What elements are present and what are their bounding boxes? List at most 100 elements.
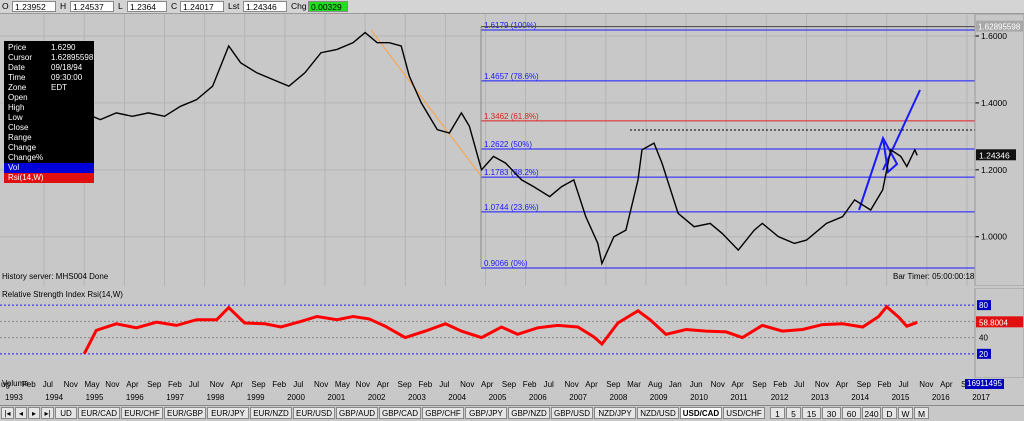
month-tick-label: Nov [815,380,829,389]
symbol-tab[interactable]: GBP/AUD [336,407,378,419]
timeframe-button[interactable]: 15 [802,407,821,419]
data-window-row: Low [8,113,94,123]
month-tick-label: Nov [565,380,579,389]
data-window-value: EDT [51,83,67,92]
symbol-tab[interactable]: EUR/JPY [207,407,249,419]
year-tick-label: 2011 [730,393,748,402]
data-window-label: Date [8,63,25,72]
fibonacci-levels: 1.6179 (100%) 1.4657 (78.6%) 1.3462 (61.8%… [481,21,975,269]
timeframe-button[interactable]: 1 [770,407,785,419]
volume-value: 16911495 [965,379,1004,389]
month-tick-label: Feb [773,380,787,389]
month-tick-label: Nov [711,380,725,389]
scroll-first-button[interactable]: |◂ [1,407,14,419]
year-tick-label: 2002 [368,393,386,402]
data-window-vol: Vol [4,163,94,173]
fib-level-label: 1.1783 (38.2%) [484,168,539,177]
data-window-row: Open [8,93,94,103]
month-tick-label: May [85,380,100,389]
timeframe-button[interactable]: 30 [822,407,841,419]
data-window-label: Close [8,123,29,132]
year-tick-label: 1999 [247,393,265,402]
month-tick-label: Jul [794,380,804,389]
bar-timer: Bar Timer: 05:00:00:18 [893,272,975,281]
price-chart-background [0,14,1024,286]
data-window-row: Cursor 1.62895598 [8,53,94,63]
symbol-tab[interactable]: USD/CHF [723,407,765,419]
year-tick-label: 1994 [45,393,63,402]
month-tick-label: Feb [168,380,182,389]
symbol-tab[interactable]: EUR/CAD [78,407,120,419]
symbol-tab[interactable]: EUR/USD [293,407,335,419]
symbol-tab[interactable]: USD/CAD [680,407,722,419]
symbol-tab[interactable]: EUR/NZD [250,407,292,419]
timeframe-button[interactable]: W [898,407,913,419]
price-axis: 1.6000 1.4000 1.2000 1.0000 1.62895598 1.2434… [975,20,1023,242]
symbol-tab[interactable]: GBP/CHF [422,407,464,419]
data-window-label: Time [8,73,26,82]
rsi-grid [0,304,975,355]
data-window-row: Date 09/18/94 [8,63,94,73]
month-tick-label: Jul [544,380,554,389]
year-tick-label: 2016 [932,393,950,402]
fib-level-label: 0.9066 (0%) [484,259,528,268]
month-tick-label: Nov [460,380,474,389]
timeframe-button[interactable]: 60 [842,407,861,419]
month-tick-label: Sep [752,380,767,389]
month-tick-label: Feb [22,380,36,389]
year-tick-label: 2014 [851,393,869,402]
year-tick-label: 2003 [408,393,426,402]
month-tick-label: Feb [523,380,537,389]
y-tick-label: 1.0000 [981,232,1007,242]
data-window-value: 09/18/94 [51,63,83,72]
data-window-row: Range [8,133,94,143]
time-axis: ug Feb Jul Nov May Nov Apr Sep Feb Jul Nov Apr Sep Fe… [0,378,1024,404]
data-window-label: Price [8,43,27,52]
symbol-tab[interactable]: GBP/NZD [508,407,550,419]
price-series-line [71,31,918,266]
month-tick-label: Nov [210,380,224,389]
month-tick-label: Apr [481,380,494,389]
symbol-tab[interactable]: EUR/CHF [121,407,163,419]
month-tick-label: Jul [439,380,449,389]
scroll-prev-button[interactable]: ◂ [15,407,27,419]
rsi-axis-border [974,288,1024,378]
trend-annotations [370,27,975,267]
rsi-title: Relative Strength Index Rsi(14,W) [2,290,123,299]
scroll-last-button[interactable]: ▸| [41,407,54,419]
data-window-label: Change [8,143,37,152]
symbol-tab[interactable]: EUR/GBP [164,407,206,419]
year-tick-label: 2001 [327,393,345,402]
fib-level-label: 1.0744 (23.6%) [484,203,539,212]
symbol-tab[interactable]: UD [55,407,77,419]
symbol-tab[interactable]: GBP/JPY [465,407,507,419]
data-window-value: 1.62895598 [51,53,94,62]
y-tick-label: 1.6000 [981,31,1007,41]
year-tick-label: 1998 [207,393,225,402]
symbol-tab[interactable]: GBP/CAD [379,407,421,419]
data-window-label: Zone [8,83,27,92]
close-label: C [171,1,178,11]
timeframe-button[interactable]: D [882,407,897,419]
year-tick-label: 2017 [972,393,990,402]
month-tick-label: Sep [857,380,872,389]
timeframe-button[interactable]: M [914,407,929,419]
rsi-panel[interactable]: 8060402058.8004 [0,288,1024,378]
symbol-tab[interactable]: NZD/JPY [594,407,636,419]
rsi-level-label: 40 [979,334,988,343]
month-tick-label: Sep [251,380,266,389]
symbol-tab[interactable]: NZD/USD [637,407,679,419]
month-tick-label: Feb [418,380,432,389]
month-tick-label: Jul [43,380,53,389]
data-window-row: Change [8,143,94,153]
year-tick-label: 1997 [166,393,184,402]
scroll-next-button[interactable]: ▸ [28,407,40,419]
symbol-tab[interactable]: GBP/USD [551,407,593,419]
timeframe-button[interactable]: 5 [786,407,801,419]
symbol-tab-strip: |◂ ◂ ▸ ▸| UD EUR/CAD EUR/CHF EUR/GBP EUR/JPY… [0,405,1024,421]
year-tick-label: 2007 [569,393,587,402]
data-window-row: Change% [8,153,94,163]
current-price-box [976,149,1016,161]
price-chart[interactable]: 1.6179 (100%) 1.4657 (78.6%) 1.3462 (61.8%… [0,14,1024,286]
timeframe-button[interactable]: 240 [862,407,881,419]
